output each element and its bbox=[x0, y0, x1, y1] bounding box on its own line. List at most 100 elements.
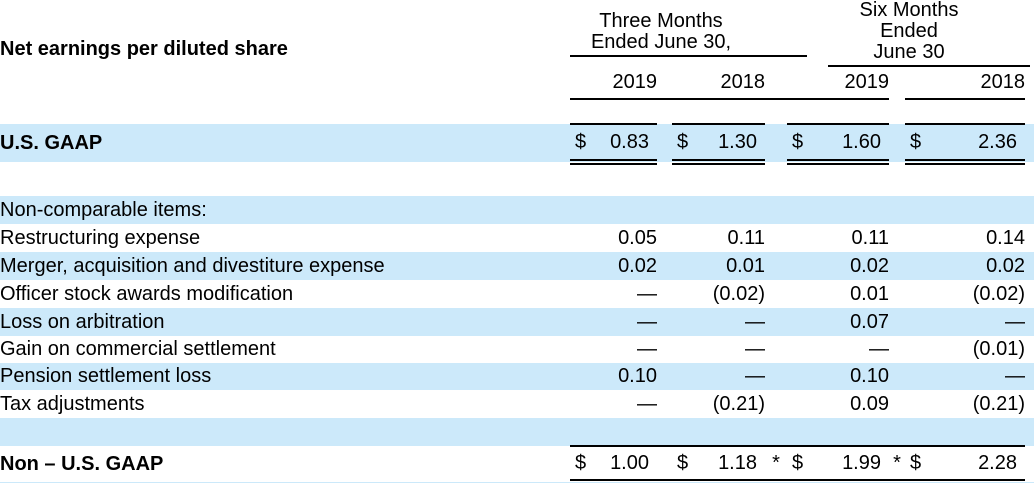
dollar-sign: $ bbox=[792, 451, 804, 474]
value-cell: $ 1.30 bbox=[672, 123, 765, 165]
col-group-six-months: Six Months Ended June 30 bbox=[787, 0, 1034, 67]
year-header-6m-2019: 2019 bbox=[787, 67, 889, 100]
gap bbox=[1025, 336, 1034, 363]
spacer-row bbox=[0, 99, 1034, 124]
value-cell: — bbox=[637, 392, 657, 415]
gap bbox=[1025, 224, 1034, 252]
non-us-gaap-3m-2018: 1.18 bbox=[718, 451, 757, 474]
dollar-sign: $ bbox=[792, 130, 804, 153]
col-group-three-months: Three Months Ended June 30, bbox=[570, 0, 807, 67]
col-group-three-months-line1: Three Months bbox=[599, 9, 723, 32]
value-cell: (0.02) bbox=[972, 282, 1025, 305]
gap bbox=[1025, 308, 1034, 336]
value-cell: (0.21) bbox=[712, 392, 765, 415]
gap bbox=[1025, 252, 1034, 280]
gap bbox=[1025, 280, 1034, 308]
gap bbox=[889, 363, 905, 390]
value-cell: $ 2.36 bbox=[905, 123, 1025, 165]
page-title-cell: Net earnings per diluted share bbox=[0, 0, 570, 99]
value-cell: — bbox=[637, 310, 657, 333]
gap bbox=[657, 336, 672, 363]
section-label: Non-comparable items: bbox=[0, 198, 207, 221]
us-gaap-3m-2019: 0.83 bbox=[610, 130, 649, 153]
row-non-us-gaap-label: Non – U.S. GAAP bbox=[0, 452, 164, 475]
value-cell: — bbox=[745, 365, 765, 387]
gap bbox=[1025, 446, 1034, 482]
year-header-3m-2018: 2018 bbox=[672, 67, 765, 100]
non-us-gaap-6m-2018: 2.28 bbox=[978, 451, 1017, 474]
row-restructuring-expense: Restructuring expense 0.05 0.11 0.11 0.1… bbox=[0, 224, 1034, 252]
col-group-six-months-line1: Six Months Ended bbox=[859, 0, 959, 42]
gap bbox=[889, 280, 905, 308]
row-us-gaap-label-cell: U.S. GAAP bbox=[0, 124, 570, 162]
gap bbox=[765, 252, 787, 280]
value-cell: $ 1.00 bbox=[570, 445, 657, 483]
rounding-asterisk: * bbox=[889, 445, 905, 483]
gap bbox=[657, 308, 672, 336]
value-cell: $ 1.18 bbox=[672, 445, 765, 483]
item-label: Loss on arbitration bbox=[0, 310, 165, 333]
value-cell: 0.05 bbox=[618, 226, 657, 249]
gap bbox=[657, 124, 672, 162]
value-cell: 0.01 bbox=[726, 254, 765, 277]
item-label: Pension settlement loss bbox=[0, 365, 212, 387]
us-gaap-6m-2019: 1.60 bbox=[842, 130, 881, 153]
value-cell: 0.14 bbox=[986, 226, 1025, 249]
gap bbox=[1025, 363, 1034, 390]
row-non-comparable-items: Non-comparable items: bbox=[0, 196, 1034, 224]
row-loss-on-arbitration: Loss on arbitration — — 0.07 — bbox=[0, 308, 1034, 336]
gap bbox=[657, 363, 672, 390]
row-officer-stock-awards: Officer stock awards modification — (0.0… bbox=[0, 280, 1034, 308]
value-cell: 0.02 bbox=[618, 254, 657, 277]
value-cell: — bbox=[1005, 310, 1025, 333]
value-cell: 0.11 bbox=[727, 226, 765, 249]
row-pension-settlement-loss: Pension settlement loss 0.10 — 0.10 — bbox=[0, 363, 1034, 390]
gap bbox=[889, 252, 905, 280]
gap bbox=[657, 445, 672, 483]
row-gain-commercial-settlement: Gain on commercial settlement — — — (0.0… bbox=[0, 336, 1034, 363]
col-group-three-months-line2: Ended June 30, bbox=[590, 30, 732, 53]
gap bbox=[1025, 124, 1034, 162]
value-cell: (0.21) bbox=[972, 392, 1025, 415]
spacer-row bbox=[0, 418, 1034, 446]
value-cell: — bbox=[637, 338, 657, 360]
year-header-3m-2019: 2019 bbox=[570, 67, 657, 100]
value-cell: — bbox=[637, 282, 657, 305]
row-non-us-gaap: Non – U.S. GAAP $ 1.00 $ 1.18 * $ 1.99 *… bbox=[0, 445, 1034, 483]
col-group-six-months-line2: June 30 bbox=[873, 41, 945, 63]
gap bbox=[765, 280, 787, 308]
gap bbox=[765, 67, 787, 100]
value-cell: (0.01) bbox=[972, 338, 1025, 360]
dollar-sign: $ bbox=[677, 130, 689, 153]
gap bbox=[889, 390, 905, 418]
gap bbox=[765, 224, 787, 252]
gap bbox=[765, 390, 787, 418]
column-group-header-row: Net earnings per diluted share Three Mon… bbox=[0, 0, 1034, 67]
row-non-us-gaap-label-cell: Non – U.S. GAAP bbox=[0, 446, 570, 482]
non-us-gaap-3m-2019: 1.00 bbox=[610, 451, 649, 474]
gap bbox=[657, 224, 672, 252]
gap bbox=[889, 336, 905, 363]
item-label: Gain on commercial settlement bbox=[0, 338, 276, 360]
value-cell: (0.02) bbox=[712, 282, 765, 305]
value-cell: $ 2.28 bbox=[905, 445, 1025, 483]
item-label: Merger, acquisition and divestiture expe… bbox=[0, 254, 385, 277]
dollar-sign: $ bbox=[575, 130, 587, 153]
gap bbox=[889, 67, 905, 99]
gap bbox=[765, 336, 787, 363]
dollar-sign: $ bbox=[910, 451, 922, 474]
item-label: Restructuring expense bbox=[0, 226, 201, 249]
gap bbox=[1025, 390, 1034, 418]
value-cell: 0.10 bbox=[850, 365, 889, 387]
row-merger-acquisition-divestiture: Merger, acquisition and divestiture expe… bbox=[0, 252, 1034, 280]
value-cell: 0.09 bbox=[850, 392, 889, 415]
gap bbox=[889, 308, 905, 336]
us-gaap-6m-2018: 2.36 bbox=[978, 130, 1017, 153]
gap bbox=[657, 280, 672, 308]
us-gaap-3m-2018: 1.30 bbox=[718, 130, 757, 153]
gap bbox=[889, 224, 905, 252]
dollar-sign: $ bbox=[910, 130, 922, 153]
row-us-gaap: U.S. GAAP $ 0.83 $ 1.30 $ 1.60 $ 2.36 bbox=[0, 123, 1034, 165]
gap bbox=[765, 124, 787, 162]
